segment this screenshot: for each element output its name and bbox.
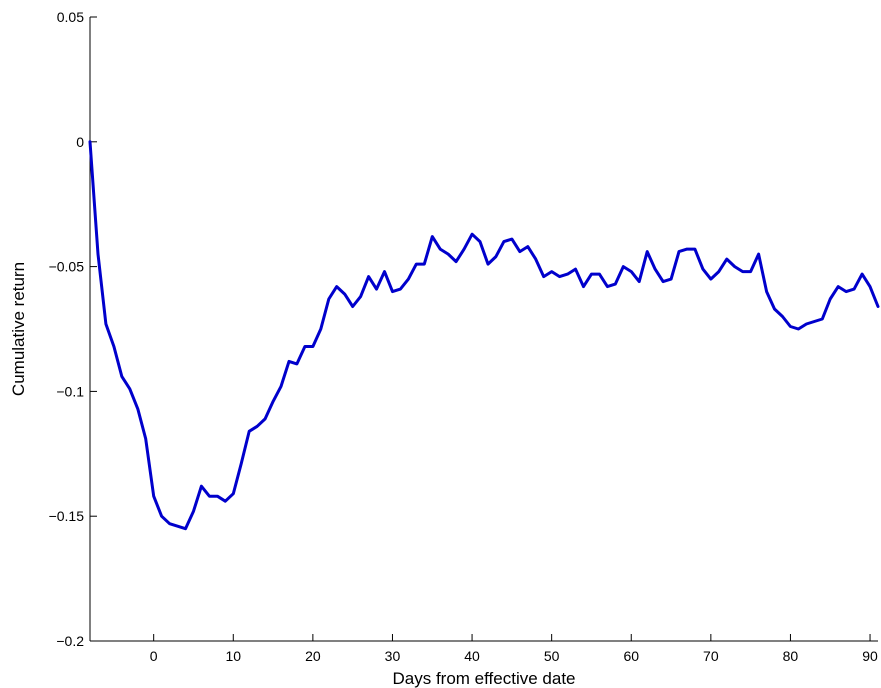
y-tick-label: 0 — [76, 134, 84, 150]
x-tick-label: 10 — [225, 648, 241, 664]
y-tick-label: −0.2 — [56, 633, 84, 649]
x-tick-label: 0 — [150, 648, 158, 664]
y-tick-label: 0.05 — [57, 9, 84, 25]
x-tick-label: 80 — [783, 648, 799, 664]
y-tick-label: −0.05 — [49, 259, 85, 275]
x-tick-label: 30 — [385, 648, 401, 664]
y-tick-label: −0.15 — [49, 508, 85, 524]
x-tick-label: 40 — [464, 648, 480, 664]
y-tick-label: −0.1 — [56, 383, 84, 399]
y-axis-label: Cumulative return — [9, 262, 28, 396]
x-tick-label: 50 — [544, 648, 560, 664]
x-tick-label: 20 — [305, 648, 321, 664]
axes — [89, 17, 878, 642]
x-tick-label: 90 — [862, 648, 878, 664]
x-ticks: 0 10 20 30 40 50 60 70 80 90 — [150, 634, 878, 664]
x-tick-label: 70 — [703, 648, 719, 664]
y-ticks: 0.05 0 −0.05 −0.1 −0.15 −0.2 — [49, 9, 97, 649]
x-axis-label: Days from effective date — [393, 669, 576, 688]
series-line — [88, 140, 880, 531]
x-tick-label: 60 — [623, 648, 639, 664]
